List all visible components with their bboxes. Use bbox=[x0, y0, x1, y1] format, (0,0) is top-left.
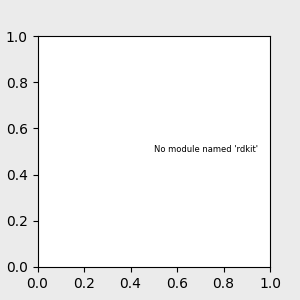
Text: No module named 'rdkit': No module named 'rdkit' bbox=[154, 145, 258, 154]
